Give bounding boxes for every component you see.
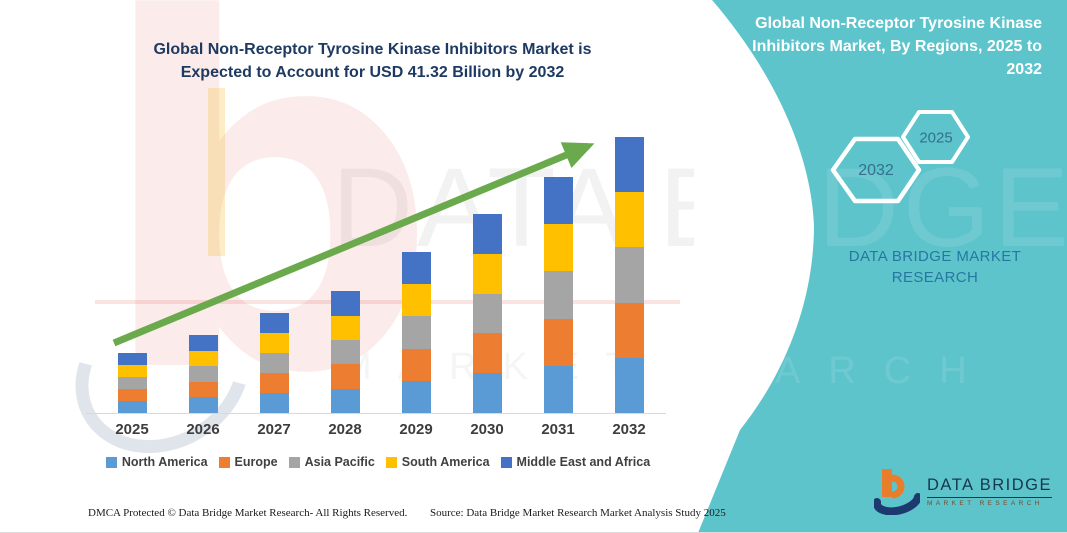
bar-segment-europe bbox=[330, 364, 360, 389]
logo-name: DATA BRIDGE bbox=[927, 476, 1052, 498]
legend-item-asia-pacific: Asia Pacific bbox=[288, 455, 375, 469]
bar-segment-asia-pacific bbox=[259, 353, 289, 374]
bar-segment-north-america bbox=[543, 365, 573, 413]
right-panel-title: Global Non-Receptor Tyrosine Kinase Inhi… bbox=[752, 15, 1042, 78]
legend-label: Europe bbox=[234, 455, 278, 469]
bar-segment-south-america bbox=[117, 364, 147, 377]
footer-source: Source: Data Bridge Market Research Mark… bbox=[430, 507, 726, 519]
hexagon-2032 bbox=[830, 136, 922, 204]
x-axis-line bbox=[86, 413, 666, 414]
bar-segment-asia-pacific bbox=[188, 366, 218, 382]
legend-swatch bbox=[288, 456, 300, 468]
logo-texts: DATA BRIDGE MARKET RESEARCH bbox=[927, 476, 1052, 507]
legend-swatch bbox=[105, 456, 117, 468]
bar-segment-europe bbox=[401, 348, 431, 381]
legend-item-middle-east-and-africa: Middle East and Africa bbox=[500, 455, 651, 469]
bar-segment-north-america bbox=[117, 400, 147, 413]
bar-segment-middle-east-and-africa bbox=[117, 352, 147, 365]
bar-segment-asia-pacific bbox=[614, 247, 644, 303]
legend-label: Asia Pacific bbox=[304, 455, 375, 469]
chart-legend: North America Europe Asia Pacific South Ame… bbox=[88, 455, 668, 469]
legend-item-north-america: North America bbox=[105, 455, 208, 469]
bar-segment-asia-pacific bbox=[117, 376, 147, 389]
x-axis-labels: 2025 2026 2027 2028 2029 2030 2031 2032 bbox=[88, 421, 668, 441]
bar-segment-europe bbox=[259, 373, 289, 394]
legend-label: South America bbox=[401, 455, 490, 469]
x-axis-label-2025: 2025 bbox=[115, 421, 149, 438]
legend-swatch bbox=[500, 456, 512, 468]
hexagon-2032-label: 2032 bbox=[858, 162, 894, 179]
bar-segment-north-america bbox=[330, 388, 360, 413]
chart-title: Global Non-Receptor Tyrosine Kinase Inhi… bbox=[153, 41, 592, 81]
legend-label: Middle East and Africa bbox=[516, 455, 651, 469]
data-bridge-logo: DATA BRIDGE MARKET RESEARCH bbox=[874, 467, 1052, 515]
legend-item-europe: Europe bbox=[218, 455, 278, 469]
bar-segment-europe bbox=[188, 381, 218, 398]
x-axis-label-2029: 2029 bbox=[399, 421, 433, 438]
bar-segment-europe bbox=[614, 302, 644, 358]
hexagon-2025-label: 2025 bbox=[919, 129, 953, 147]
hexagon-2025 bbox=[901, 110, 970, 164]
brand-text: DATA BRIDGE MARKET RESEARCH bbox=[848, 248, 1022, 286]
bar-segment-south-america bbox=[188, 350, 218, 367]
bar-segment-north-america bbox=[259, 393, 289, 413]
bar-segment-north-america bbox=[401, 380, 431, 413]
logo-subtitle: MARKET RESEARCH bbox=[927, 499, 1043, 507]
bar-2032 bbox=[614, 137, 644, 413]
bar-segment-north-america bbox=[188, 397, 218, 413]
bar-segment-europe bbox=[117, 388, 147, 401]
x-axis-label-2032: 2032 bbox=[612, 421, 646, 438]
bar-segment-south-america bbox=[614, 192, 644, 248]
bar-segment-north-america bbox=[614, 357, 644, 413]
bar-segment-north-america bbox=[472, 373, 502, 413]
teal-panel-shape bbox=[698, 0, 1067, 532]
legend-label: North America bbox=[121, 455, 208, 469]
bar-segment-middle-east-and-africa bbox=[614, 137, 644, 193]
legend-item-south-america: South America bbox=[385, 455, 490, 469]
x-axis-label-2026: 2026 bbox=[186, 421, 220, 438]
legend-swatch bbox=[385, 456, 397, 468]
data-bridge-logo-icon bbox=[874, 469, 920, 515]
x-axis-label-2031: 2031 bbox=[541, 421, 575, 438]
x-axis-label-2028: 2028 bbox=[328, 421, 362, 438]
x-axis-label-2027: 2027 bbox=[257, 421, 291, 438]
bar-2025 bbox=[117, 352, 147, 413]
footer-dmca: DMCA Protected © Data Bridge Market Rese… bbox=[88, 507, 408, 519]
x-axis-label-2030: 2030 bbox=[470, 421, 504, 438]
legend-swatch bbox=[218, 456, 230, 468]
